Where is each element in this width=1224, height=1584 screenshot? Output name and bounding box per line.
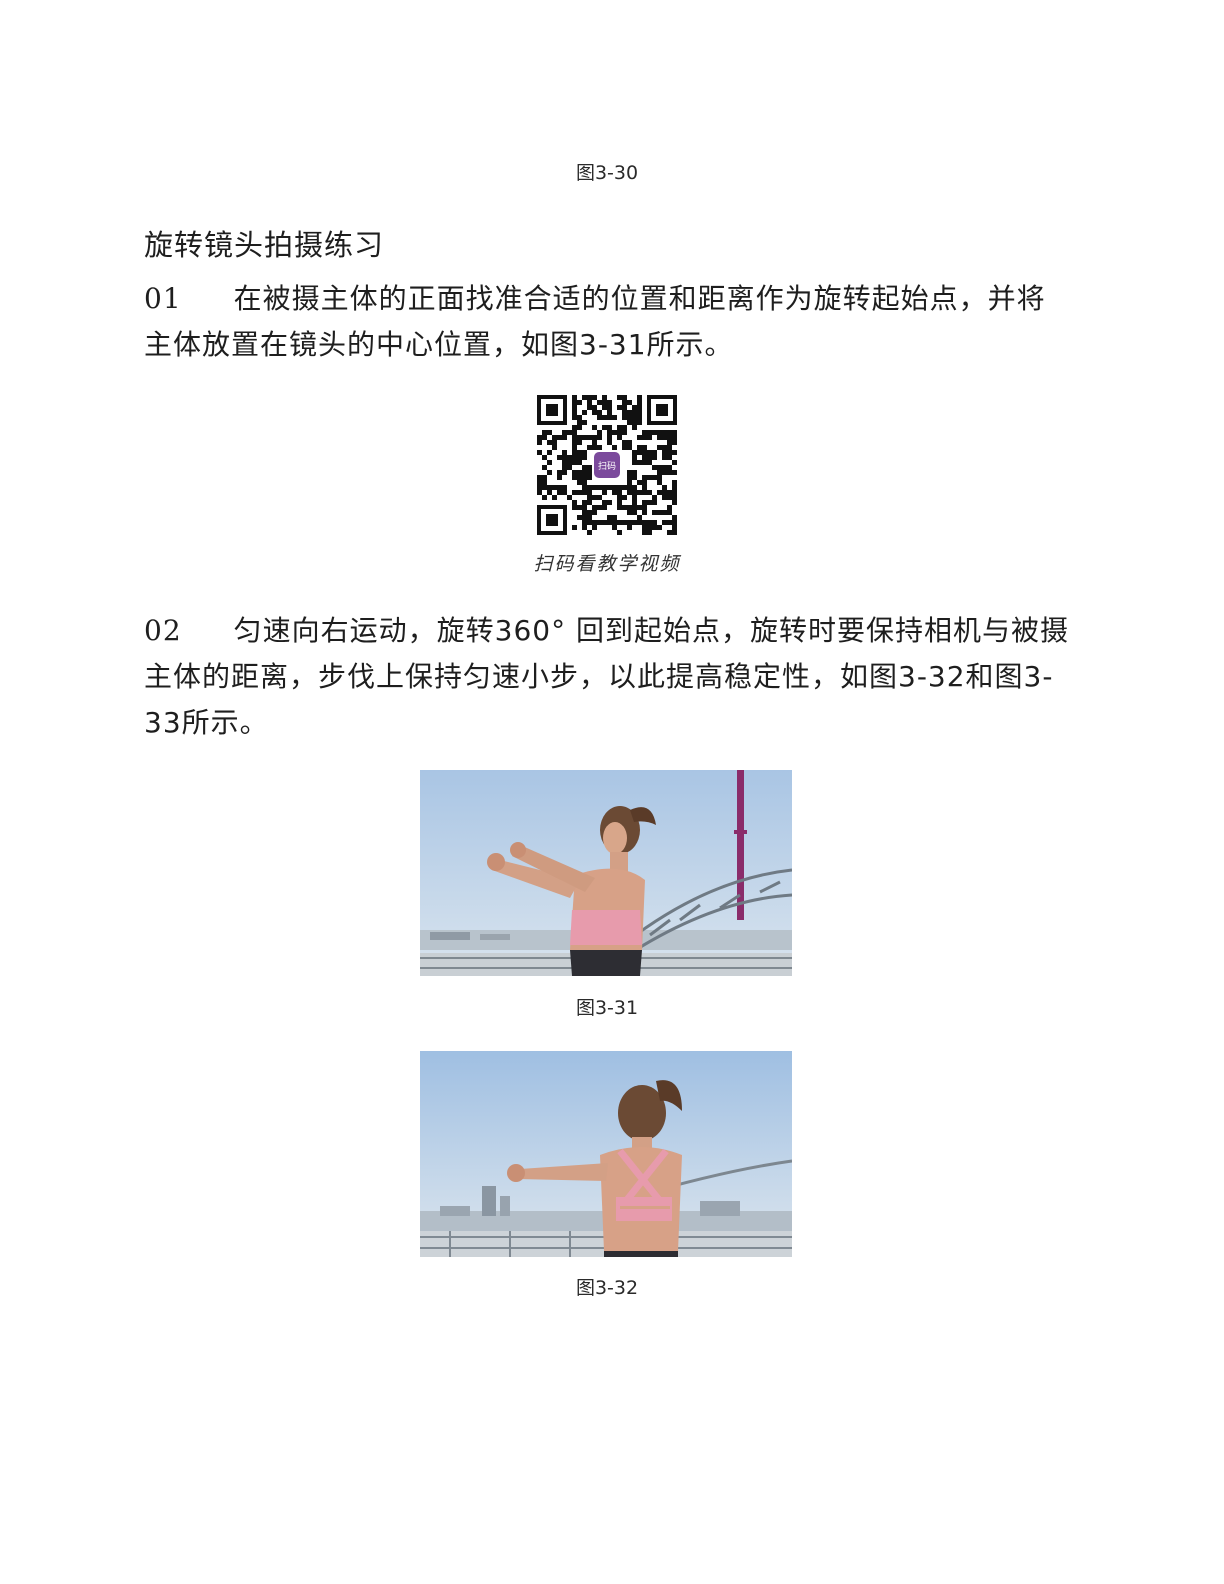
qr-code[interactable]: 扫码 (537, 395, 677, 535)
step-01-number: 01 (144, 282, 182, 315)
qr-code-graphic: 扫码 (537, 395, 677, 535)
figure-caption-3-30: 图3-30 (575, 162, 639, 184)
step-02-text-rest: 主体的距离，步伐上保持匀速小步，以此提高稳定性，如图3-32和图3-33所示。 (144, 660, 1054, 739)
step-01-text-rest: 主体放置在镜头的中心位置，如图3-31所示。 (144, 328, 734, 361)
step-02-paragraph: 02 匀速向右运动，旋转360° 回到起始点，旋转时要保持相机与被摄 主体的距离，… (144, 608, 1074, 746)
qr-caption: 扫码看教学视频 (533, 553, 681, 575)
figure-caption-3-32: 图3-32 (575, 1277, 639, 1299)
section-title: 旋转镜头拍摄练习 (144, 228, 385, 262)
photo-figure-3-31 (420, 770, 792, 976)
step-01-text-line1: 在被摄主体的正面找准合适的位置和距离作为旋转起始点，并将 (233, 282, 1046, 315)
step-02-number: 02 (144, 614, 182, 647)
step-02-text-line1: 匀速向右运动，旋转360° 回到起始点，旋转时要保持相机与被摄 (233, 614, 1069, 647)
qr-logo (594, 452, 620, 478)
svg-text:扫码: 扫码 (598, 460, 616, 472)
photo-figure-3-32 (420, 1051, 792, 1257)
step-01-paragraph: 01 在被摄主体的正面找准合适的位置和距离作为旋转起始点，并将 主体放置在镜头的中… (144, 276, 1074, 368)
figure-caption-3-31: 图3-31 (575, 997, 639, 1019)
